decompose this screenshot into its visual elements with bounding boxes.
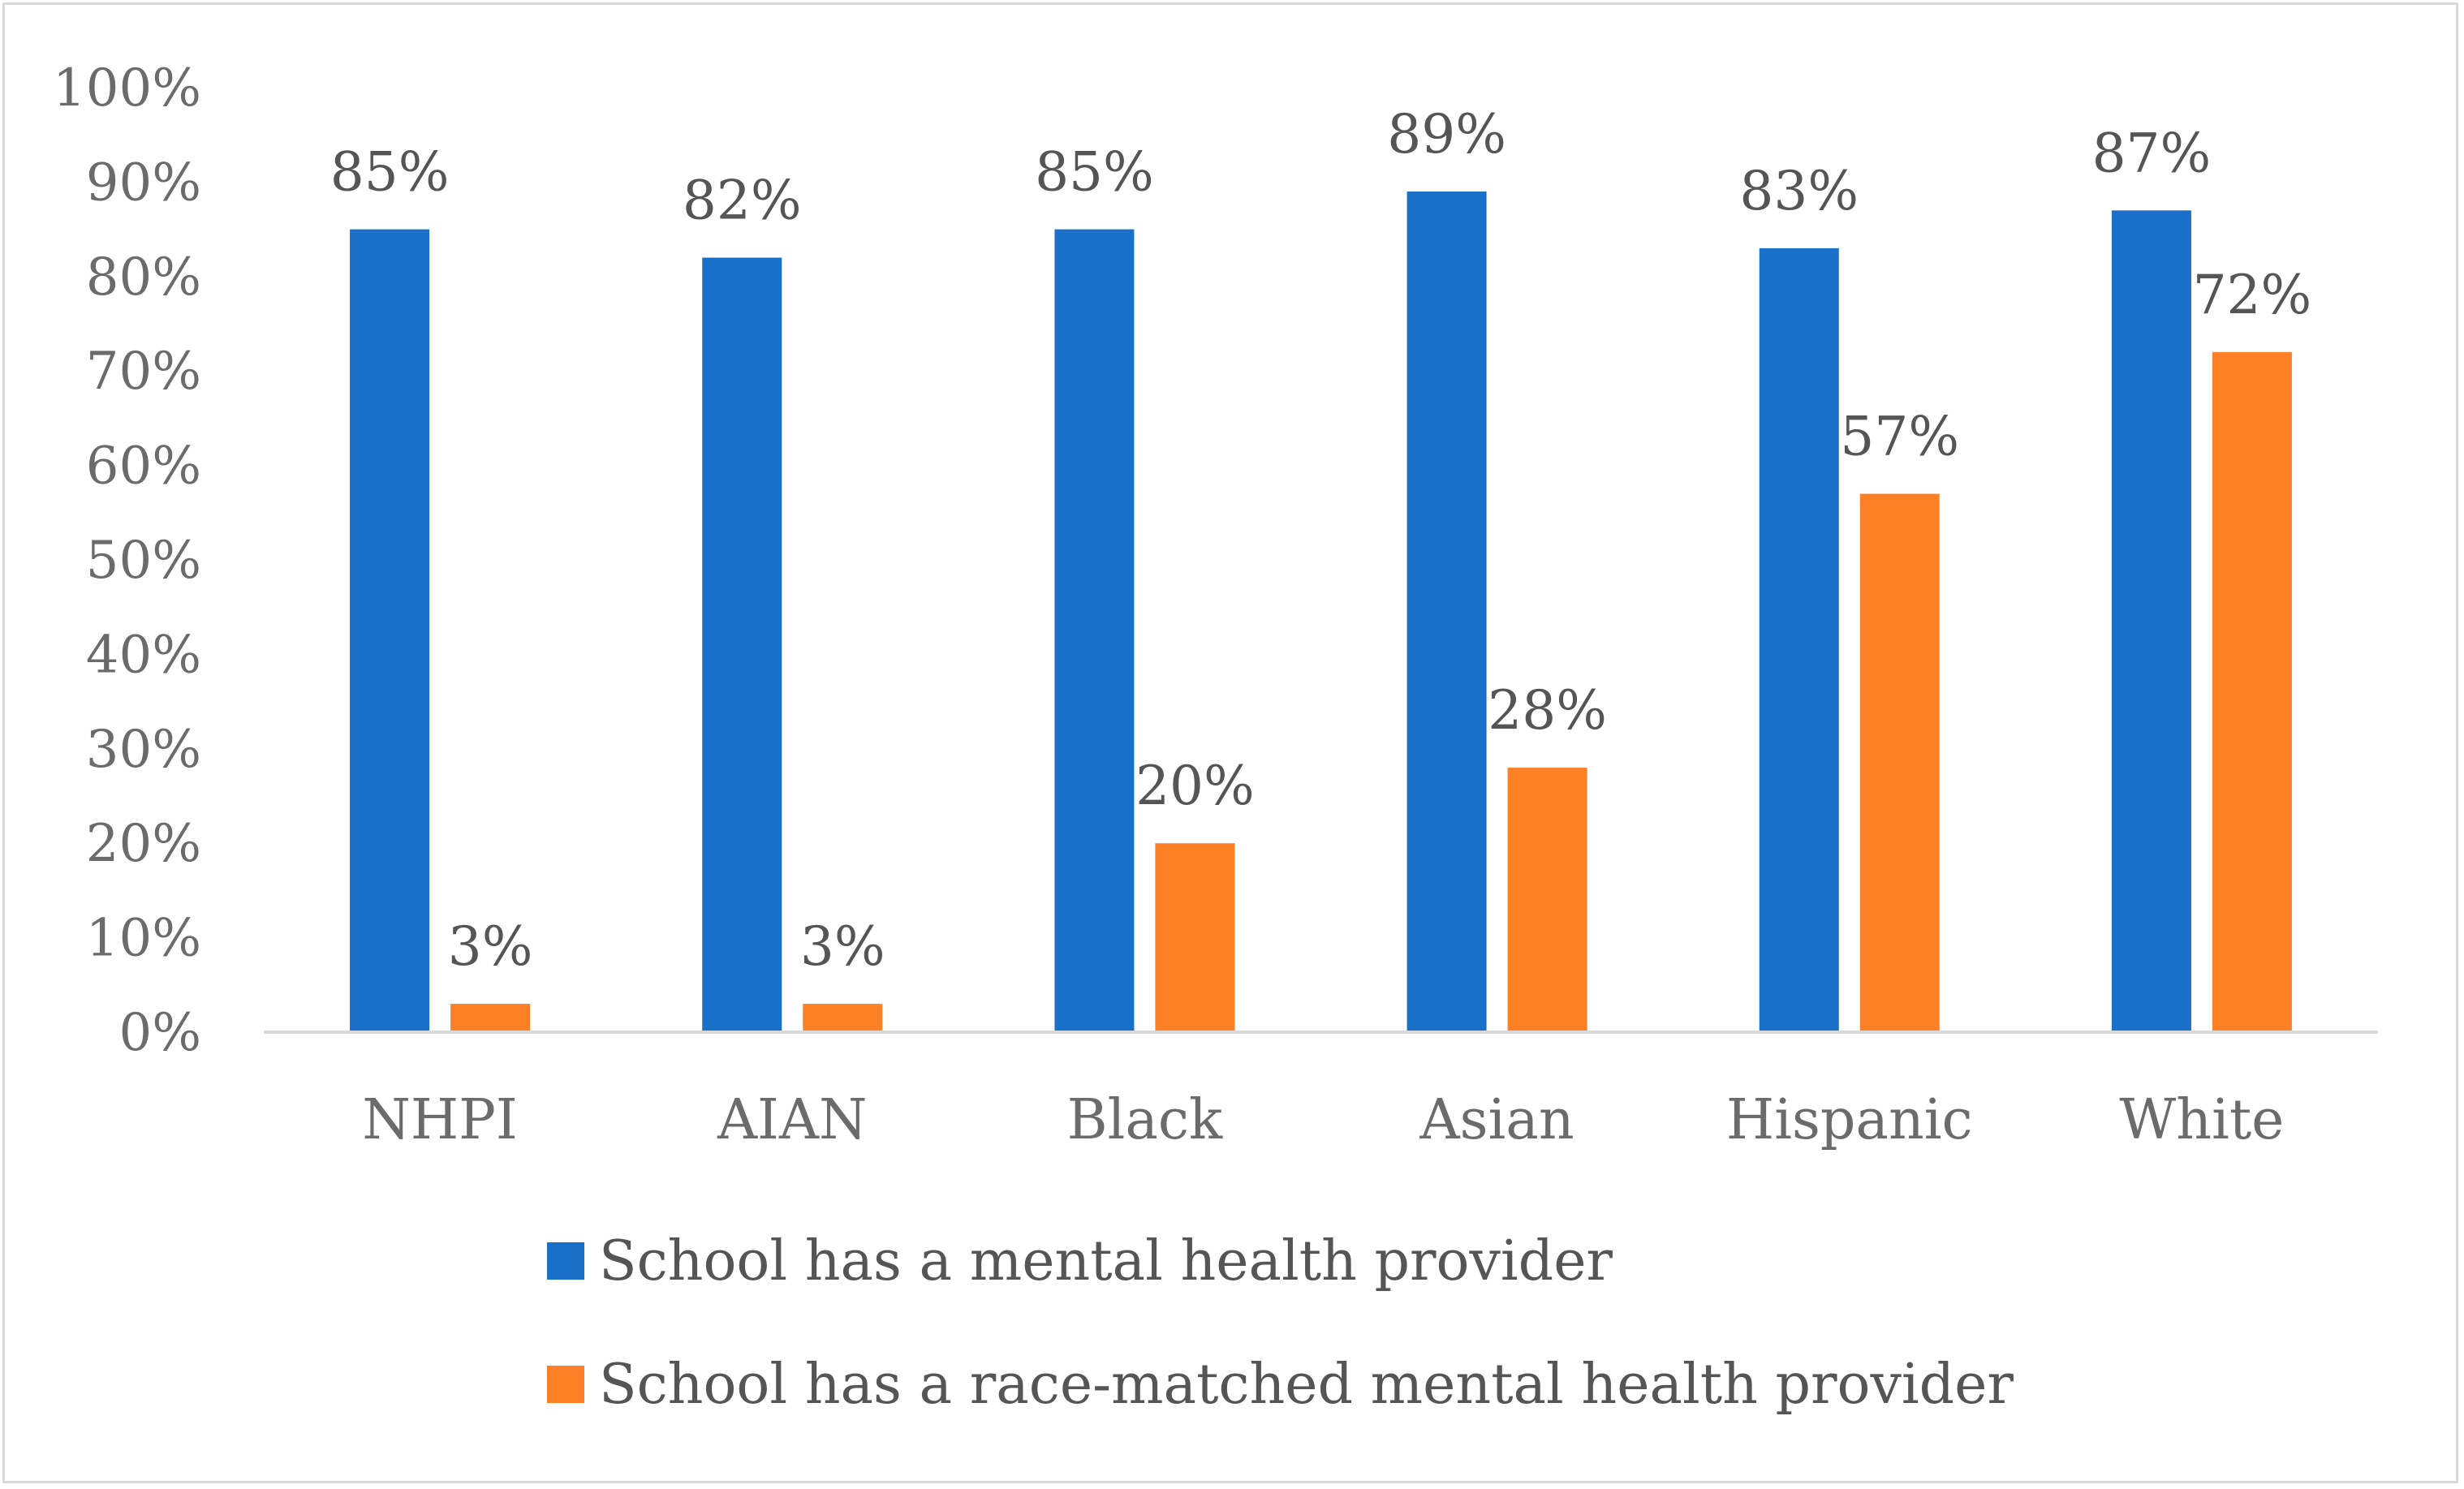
- data-label: 72%: [2193, 264, 2312, 326]
- bar-aian-series-2: [803, 1004, 883, 1032]
- bar-nhpi-series-2: [450, 1004, 531, 1032]
- legend-label: School has a race-matched mental health …: [599, 1353, 2014, 1417]
- data-label: 85%: [330, 141, 450, 204]
- data-label: 3%: [800, 915, 885, 978]
- bar-asian-series-2: [1507, 768, 1587, 1032]
- legend: School has a mental health provider Schoo…: [547, 1229, 2014, 1417]
- data-label: 57%: [1840, 406, 1959, 468]
- data-label: 89%: [1387, 103, 1506, 166]
- bar-aian-series-1: [702, 257, 782, 1032]
- y-tick-label: 90%: [86, 153, 201, 213]
- category-label: AIAN: [717, 1088, 868, 1152]
- y-tick-label: 70%: [86, 342, 201, 402]
- bar-white-series-2: [2212, 351, 2292, 1032]
- bar-asian-series-1: [1406, 192, 1487, 1032]
- y-tick-label: 40%: [86, 625, 201, 685]
- category-label: NHPI: [362, 1088, 517, 1152]
- bar-black-series-2: [1155, 843, 1235, 1032]
- data-label: 28%: [1488, 679, 1607, 742]
- category-label: Asian: [1419, 1088, 1574, 1152]
- legend-swatch: [547, 1242, 584, 1280]
- bar-hispanic-series-2: [1859, 493, 1940, 1032]
- category-label: White: [2119, 1088, 2284, 1152]
- data-label: 83%: [1739, 160, 1859, 222]
- y-tick-label: 100%: [53, 58, 201, 118]
- data-label: 3%: [448, 915, 533, 978]
- bar-black-series-1: [1054, 229, 1135, 1033]
- y-tick-label: 60%: [86, 437, 201, 497]
- data-label: 85%: [1035, 141, 1154, 204]
- data-label: 87%: [2092, 122, 2212, 184]
- y-tick-label: 0%: [118, 1003, 201, 1063]
- legend-label: School has a mental health provider: [599, 1229, 1613, 1293]
- y-tick-label: 10%: [86, 909, 201, 969]
- bar-hispanic-series-1: [1759, 247, 1839, 1032]
- category-label: Hispanic: [1726, 1088, 1973, 1152]
- category-label: Black: [1067, 1088, 1223, 1152]
- data-labels: 85% 3% 82% 3% 85% 20% 89% 28% 83% 57% 87% 72%: [330, 103, 2312, 978]
- y-tick-label: 30%: [86, 720, 201, 780]
- bars: [350, 192, 2292, 1033]
- legend-swatch: [547, 1366, 584, 1403]
- category-labels: NHPI AIAN Black Asian Hispanic White: [362, 1088, 2284, 1152]
- data-label: 82%: [683, 170, 802, 232]
- y-tick-label: 50%: [86, 531, 201, 591]
- y-axis-ticks: 0% 10% 20% 30% 40% 50% 60% 70% 80% 90% 100%: [53, 58, 201, 1063]
- y-tick-label: 20%: [86, 814, 201, 874]
- data-label: 20%: [1135, 755, 1255, 817]
- bar-nhpi-series-1: [350, 229, 430, 1033]
- bar-white-series-1: [2111, 210, 2191, 1032]
- y-tick-label: 80%: [86, 247, 201, 308]
